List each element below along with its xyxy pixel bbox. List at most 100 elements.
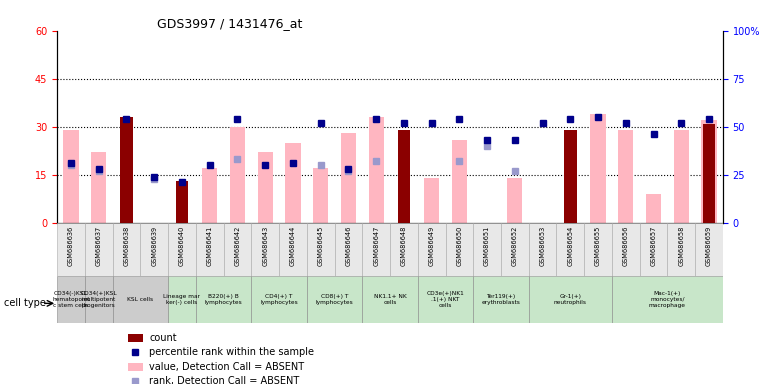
- Text: GSM686656: GSM686656: [622, 225, 629, 266]
- Text: GSM686639: GSM686639: [151, 225, 158, 265]
- Bar: [196, 223, 224, 276]
- Text: GSM686643: GSM686643: [262, 225, 268, 266]
- Bar: [501, 223, 529, 276]
- Bar: [140, 223, 168, 276]
- Bar: [418, 223, 445, 276]
- Text: GSM686651: GSM686651: [484, 225, 490, 266]
- Text: percentile rank within the sample: percentile rank within the sample: [149, 347, 314, 358]
- Text: GSM686646: GSM686646: [345, 225, 352, 266]
- Text: Mac-1(+)
monocytes/
macrophage: Mac-1(+) monocytes/ macrophage: [649, 291, 686, 308]
- Bar: [196, 276, 251, 323]
- Text: GSM686640: GSM686640: [179, 225, 185, 266]
- Bar: [257, 152, 272, 223]
- Bar: [612, 223, 640, 276]
- Bar: [57, 276, 84, 323]
- Text: GSM686653: GSM686653: [540, 225, 546, 266]
- Text: GSM686638: GSM686638: [123, 225, 129, 266]
- Bar: [168, 223, 196, 276]
- Text: GSM686637: GSM686637: [96, 225, 102, 266]
- Bar: [390, 223, 418, 276]
- Text: CD4(+) T
lymphocytes: CD4(+) T lymphocytes: [260, 294, 298, 305]
- Text: GSM686648: GSM686648: [401, 225, 407, 266]
- Text: cell type: cell type: [4, 298, 46, 308]
- Text: rank, Detection Call = ABSENT: rank, Detection Call = ABSENT: [149, 376, 300, 384]
- Bar: [702, 120, 717, 223]
- Bar: [113, 276, 168, 323]
- Bar: [703, 124, 715, 223]
- Text: GSM686649: GSM686649: [428, 225, 435, 266]
- Text: GSM686652: GSM686652: [512, 225, 518, 266]
- Bar: [646, 194, 661, 223]
- Text: CD34(+)KSL
multipotent
progenitors: CD34(+)KSL multipotent progenitors: [81, 291, 117, 308]
- Bar: [251, 223, 279, 276]
- Text: CD34(-)KSL
hematopoiet
c stem cells: CD34(-)KSL hematopoiet c stem cells: [53, 291, 90, 308]
- Bar: [224, 223, 251, 276]
- Text: GSM686658: GSM686658: [678, 225, 684, 266]
- Bar: [424, 178, 439, 223]
- Text: B220(+) B
lymphocytes: B220(+) B lymphocytes: [205, 294, 243, 305]
- Bar: [452, 139, 467, 223]
- Text: GSM686647: GSM686647: [373, 225, 379, 266]
- Text: KSL cells: KSL cells: [127, 297, 154, 302]
- Text: GSM686642: GSM686642: [234, 225, 240, 266]
- Bar: [84, 276, 113, 323]
- Bar: [667, 223, 696, 276]
- Bar: [362, 276, 418, 323]
- Bar: [251, 276, 307, 323]
- Bar: [307, 223, 335, 276]
- Bar: [168, 276, 196, 323]
- Bar: [612, 276, 723, 323]
- Bar: [673, 130, 689, 223]
- Text: NK1.1+ NK
cells: NK1.1+ NK cells: [374, 294, 406, 305]
- Text: Gr-1(+)
neutrophils: Gr-1(+) neutrophils: [554, 294, 587, 305]
- Bar: [362, 223, 390, 276]
- Bar: [84, 223, 113, 276]
- Bar: [91, 152, 107, 223]
- Text: GSM686644: GSM686644: [290, 225, 296, 266]
- Text: Ter119(+)
erythroblasts: Ter119(+) erythroblasts: [482, 294, 521, 305]
- Bar: [120, 117, 132, 223]
- Bar: [529, 276, 612, 323]
- Text: GSM686657: GSM686657: [651, 225, 657, 266]
- Bar: [618, 130, 633, 223]
- Bar: [279, 223, 307, 276]
- Bar: [508, 178, 523, 223]
- Text: GSM686641: GSM686641: [207, 225, 212, 266]
- Bar: [564, 130, 577, 223]
- Bar: [473, 223, 501, 276]
- Bar: [591, 114, 606, 223]
- Text: Lineage mar
ker(-) cells: Lineage mar ker(-) cells: [164, 294, 200, 305]
- Bar: [696, 223, 723, 276]
- Bar: [556, 223, 584, 276]
- Bar: [368, 117, 384, 223]
- Bar: [230, 127, 245, 223]
- Text: value, Detection Call = ABSENT: value, Detection Call = ABSENT: [149, 362, 304, 372]
- Bar: [335, 223, 362, 276]
- Bar: [445, 223, 473, 276]
- Bar: [584, 223, 612, 276]
- Bar: [529, 223, 556, 276]
- Bar: [418, 276, 473, 323]
- Bar: [176, 181, 188, 223]
- Text: CD3e(+)NK1
.1(+) NKT
cells: CD3e(+)NK1 .1(+) NKT cells: [427, 291, 464, 308]
- Bar: [57, 223, 84, 276]
- Bar: [285, 143, 301, 223]
- Text: GSM686655: GSM686655: [595, 225, 601, 266]
- Bar: [473, 276, 529, 323]
- Text: GDS3997 / 1431476_at: GDS3997 / 1431476_at: [157, 17, 302, 30]
- Text: GSM686654: GSM686654: [568, 225, 573, 266]
- Bar: [398, 130, 410, 223]
- Text: GSM686636: GSM686636: [68, 225, 74, 266]
- Bar: [128, 362, 142, 371]
- Bar: [128, 334, 142, 342]
- Bar: [341, 133, 356, 223]
- Text: GSM686650: GSM686650: [457, 225, 463, 266]
- Bar: [113, 223, 140, 276]
- Text: count: count: [149, 333, 177, 343]
- Text: GSM686659: GSM686659: [706, 225, 712, 266]
- Bar: [313, 168, 328, 223]
- Bar: [307, 276, 362, 323]
- Bar: [202, 168, 218, 223]
- Text: CD8(+) T
lymphocytes: CD8(+) T lymphocytes: [316, 294, 353, 305]
- Bar: [640, 223, 667, 276]
